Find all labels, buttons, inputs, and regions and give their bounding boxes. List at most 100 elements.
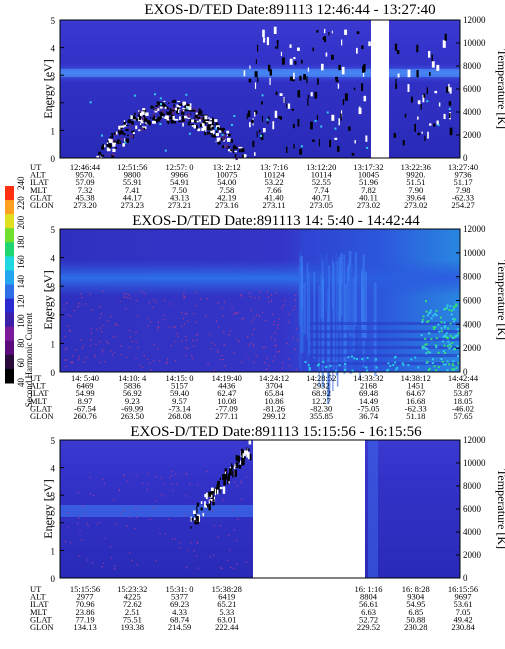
panel-2-spot — [452, 364, 455, 367]
panel-1-spot — [222, 145, 224, 149]
panel-1-spot — [256, 44, 259, 52]
panel-2-cell: 4436 — [218, 381, 235, 391]
panel-3-cell: 4.33 — [172, 607, 187, 617]
panel-2-spot — [446, 360, 449, 363]
colorbar-swatch — [5, 256, 14, 271]
panel-1-spot — [297, 90, 301, 98]
panel-2-spot — [243, 317, 245, 319]
panel-1-spot — [431, 54, 433, 62]
panel-1-spot — [178, 120, 183, 123]
panel-3-cell: 230.28 — [404, 622, 427, 632]
panel-1-spot — [166, 118, 170, 121]
panel-2-spot — [424, 347, 427, 350]
panel-2-spot — [308, 368, 311, 371]
panel-2-spot — [187, 348, 189, 350]
panel-1-spot — [195, 112, 200, 115]
panel-3-cell: 16: 1:16 — [354, 584, 382, 594]
panel-3-spot — [78, 555, 80, 557]
panel-1-spot — [100, 154, 105, 157]
panel-1-spot — [289, 76, 293, 81]
panel-2-cell: 10.08 — [217, 396, 236, 406]
panel-2-spot — [268, 296, 270, 299]
panel-3-spot — [193, 517, 196, 522]
panel-2-cell: 5157 — [171, 381, 188, 391]
panel-3-spot — [92, 494, 95, 497]
panel-1-spot — [120, 125, 125, 128]
panel-3-spot — [120, 513, 122, 515]
panel-1-spot — [131, 121, 134, 125]
panel-2-spot — [452, 308, 455, 311]
panel-3-spot — [196, 506, 198, 514]
panel-1-y2tick-label: 12000 — [463, 15, 486, 25]
panel-2-spot — [295, 327, 298, 329]
panel-3-spot — [221, 567, 223, 570]
panel-1-spot — [261, 101, 263, 105]
panel-1-spot — [197, 128, 201, 132]
panel-3-cell: 2977 — [77, 592, 94, 602]
panel-3-spot — [168, 518, 170, 521]
panel-2-spot — [294, 348, 296, 350]
panel-1-spot — [216, 139, 220, 142]
panel-1-spot — [106, 143, 108, 146]
panel-1-ylabel: Energy [eV] — [41, 59, 55, 118]
panel-1-spot — [420, 103, 422, 110]
panel-3-spot — [175, 483, 177, 486]
panel-3-spot — [219, 477, 221, 481]
panel-2-spot — [456, 334, 459, 337]
panel-3-spot — [196, 541, 199, 543]
panel-1-spot — [269, 77, 271, 86]
panel-1-spot — [312, 47, 315, 52]
panel-2-spot — [445, 306, 448, 309]
panel-1-spot — [395, 84, 398, 89]
panel-2-spot — [355, 358, 358, 361]
panel-2-cell: 263.50 — [121, 411, 144, 421]
panel-1-spot — [260, 134, 263, 137]
panel-3-cell: 16:15:56 — [448, 584, 478, 594]
panel-1-spot — [96, 155, 99, 158]
panel-2-spot — [155, 301, 157, 304]
panel-3-spot — [230, 566, 232, 568]
panel-1-spot — [242, 154, 244, 159]
panel-3-cell: 68.74 — [170, 614, 190, 624]
panel-3-spot — [223, 499, 225, 501]
panel-1-spot — [283, 96, 285, 103]
panel-3-cell: 9697 — [455, 592, 472, 602]
panel-1-spot — [157, 107, 160, 111]
panel-2-spot — [456, 328, 459, 331]
panel-2-spot — [101, 331, 103, 333]
panel-3-spot — [234, 469, 237, 477]
panel-2-cell: 12.27 — [312, 396, 331, 406]
panel-1-spot — [156, 118, 161, 122]
panel-1-spot — [203, 127, 205, 131]
panel-1-spot — [279, 93, 283, 97]
panel-3-spot — [209, 556, 211, 558]
panel-2-spot — [451, 342, 454, 345]
panel-2-spot — [264, 346, 266, 348]
panel-3-cell: 193.38 — [121, 622, 144, 632]
panel-2-y2tick-label: 4000 — [463, 319, 482, 329]
panel-2-spot — [73, 309, 75, 312]
panel-1-spot — [166, 111, 168, 115]
panel-1-spot — [247, 110, 251, 117]
panel-3-spot — [200, 507, 203, 511]
panel-1-spot — [257, 77, 259, 83]
panel-1-spot — [169, 101, 171, 103]
panel-1-spot — [266, 37, 270, 46]
panel-1-spot — [213, 134, 216, 136]
panel-1-spot — [310, 121, 313, 130]
panel-1-spot — [356, 31, 360, 35]
panel-2-spot — [284, 300, 286, 302]
panel-2-spot — [430, 338, 433, 341]
panel-1-spot — [395, 79, 397, 86]
panel-1-spot — [189, 118, 192, 122]
panel-2-spot — [266, 368, 268, 370]
panel-1-spot — [154, 119, 158, 123]
panel-3-spot — [174, 538, 176, 540]
panel-3-spot — [98, 522, 101, 524]
colorbar-tick-label: 140 — [16, 275, 26, 289]
panel-2-spot — [105, 340, 108, 342]
panel-3-spot — [228, 479, 230, 484]
panel-1-spot — [222, 132, 227, 134]
panel-2-spot — [102, 351, 104, 353]
panel-1-spot — [182, 107, 186, 110]
